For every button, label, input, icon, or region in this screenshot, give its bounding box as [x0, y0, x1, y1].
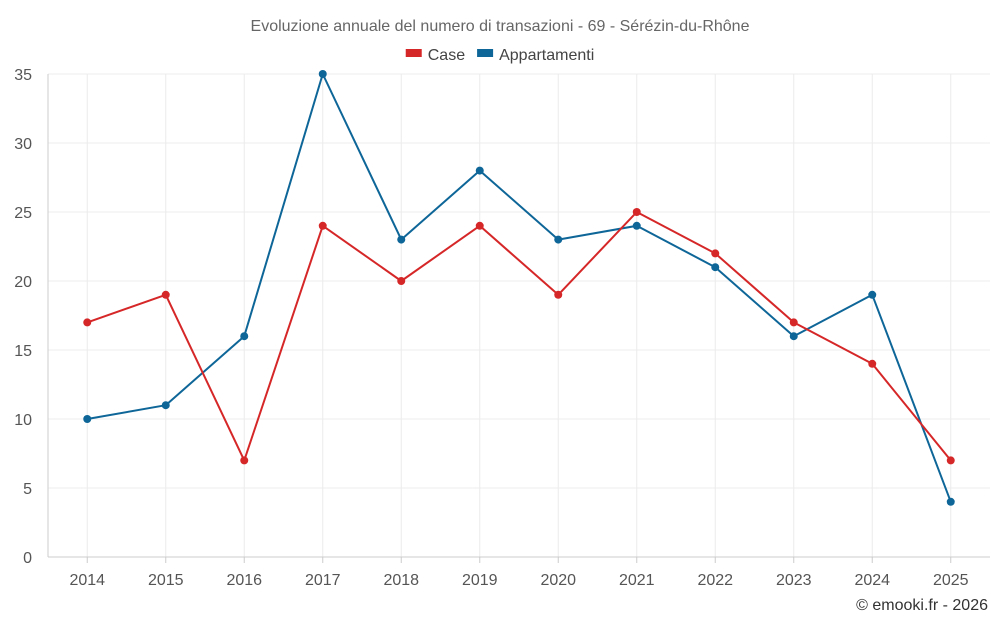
x-tick-label: 2015: [148, 572, 184, 589]
data-point-case: [240, 456, 249, 465]
x-tick-label: 2022: [697, 572, 733, 589]
x-tick-label: 2014: [69, 572, 105, 589]
y-tick-label: 15: [14, 343, 32, 360]
legend-items: Case Appartamenti: [405, 47, 594, 64]
x-tick-label: 2019: [462, 572, 498, 589]
data-point-appartamenti: [475, 166, 484, 175]
data-point-case: [711, 249, 720, 258]
legend-swatch-case: [405, 49, 422, 57]
data-point-appartamenti: [554, 235, 563, 244]
data-point-case: [868, 359, 877, 368]
data-point-appartamenti: [161, 401, 170, 410]
legend-item-case: Case: [405, 47, 465, 64]
x-tick-label: 2020: [540, 572, 576, 589]
data-point-appartamenti: [318, 70, 327, 78]
data-point-case: [397, 277, 406, 285]
x-tick-label: 2016: [226, 572, 262, 589]
y-tick-label: 0: [23, 550, 32, 567]
y-tick-label: 30: [14, 136, 32, 153]
y-tick-label: 25: [14, 205, 32, 222]
data-point-appartamenti: [397, 235, 406, 244]
data-point-appartamenti: [711, 263, 720, 272]
y-tick-label: 20: [14, 274, 32, 291]
legend: Case Appartamenti: [405, 47, 594, 64]
data-point-appartamenti: [632, 221, 641, 230]
chart-title: Evoluzione annuale del numero di transaz…: [251, 18, 750, 35]
y-tick-label: 5: [23, 481, 32, 498]
series-line-case: [86, 211, 952, 462]
grid: [48, 73, 990, 557]
data-point-case: [83, 318, 92, 327]
legend-label-case: Case: [428, 47, 465, 64]
series-line-appartamenti: [87, 73, 952, 503]
x-tick-label: 2017: [305, 572, 341, 589]
data-point-appartamenti: [240, 332, 249, 341]
data-point-case: [475, 221, 484, 230]
y-tick-label: 35: [14, 67, 32, 84]
data-point-appartamenti: [946, 497, 955, 506]
data-point-appartamenti: [868, 290, 877, 299]
legend-label-appartamenti: Appartamenti: [499, 47, 594, 64]
data-point-case: [318, 221, 327, 230]
data-point-case: [554, 290, 563, 299]
data-point-case: [632, 208, 641, 216]
x-tick-label: 2018: [383, 572, 419, 589]
x-tick-label: 2025: [933, 572, 969, 589]
x-tick-label: 2021: [619, 572, 655, 589]
y-tick-label: 10: [14, 412, 32, 429]
data-point-appartamenti: [789, 332, 798, 341]
series-layer: [83, 70, 955, 506]
x-tick-label: 2024: [854, 572, 890, 589]
data-point-appartamenti: [83, 415, 92, 423]
x-tick-label: 2023: [776, 572, 812, 589]
data-point-case: [946, 456, 955, 465]
legend-swatch-appartamenti: [477, 49, 494, 57]
credit-text: © emooki.fr - 2026: [856, 597, 988, 614]
data-point-case: [161, 290, 170, 299]
data-point-case: [789, 318, 798, 327]
legend-item-appartamenti: Appartamenti: [477, 47, 594, 64]
